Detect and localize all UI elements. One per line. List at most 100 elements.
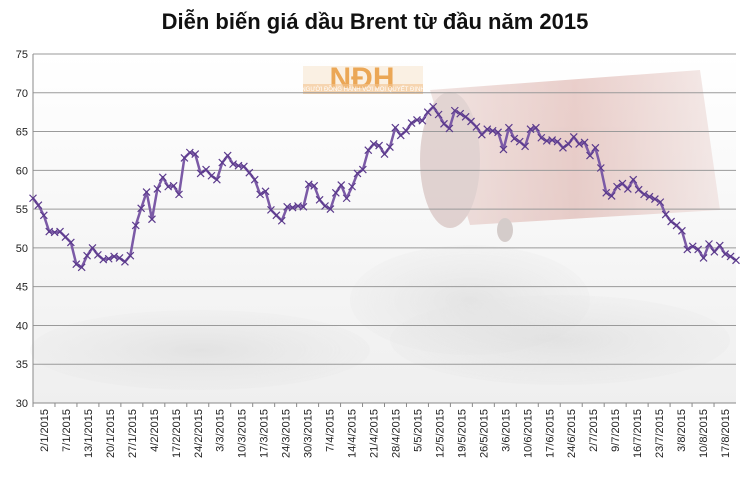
y-tick-label: 70 [16,88,28,100]
data-point-marker [115,254,124,262]
data-point-marker [331,188,340,197]
data-point-marker [559,143,567,152]
data-point-marker [131,221,140,230]
data-point-marker [688,242,697,251]
x-tick-label: 24/2/2015 [193,409,205,458]
data-point-marker [250,175,259,184]
data-point-marker [521,142,530,151]
data-point-marker [569,133,578,141]
x-tick-label: 10/6/2015 [522,409,534,458]
data-point-marker [407,119,416,127]
data-point-marker [445,124,454,133]
data-point-marker [342,194,351,203]
data-point-marker [29,194,37,203]
data-point-marker [726,252,735,261]
series-brent-price [29,102,740,272]
data-point-marker [705,240,713,248]
data-point-marker [661,210,670,219]
x-tick-label: 13/1/2015 [83,409,95,458]
data-point-marker [531,123,540,132]
data-point-marker [640,190,648,199]
data-point-marker [191,150,200,158]
x-tick-label: 5/5/2015 [412,409,424,452]
x-tick-label: 27/1/2015 [127,409,139,458]
data-point-marker [158,173,167,182]
data-point-marker [353,169,362,178]
data-point-marker [607,192,616,200]
data-point-marker [564,140,573,148]
data-point-marker [667,217,676,226]
data-point-marker [602,188,611,197]
y-tick-label: 40 [16,320,28,332]
x-tick-label: 23/7/2015 [654,409,666,458]
x-tick-label: 26/5/2015 [478,409,490,458]
data-point-marker [385,143,394,151]
data-point-marker [72,260,81,269]
x-tick-label: 16/7/2015 [632,409,644,458]
data-point-marker [596,164,605,172]
data-point-marker [494,128,502,137]
data-point-marker [218,158,227,167]
x-axis: 2/1/2015 7/1/2015 13/1/2015 20/1/2015 27/1/2… [32,403,732,458]
x-tick-label: 20/1/2015 [105,409,117,458]
x-tick-label: 17/2/2015 [171,409,183,458]
x-tick-label: 28/4/2015 [390,409,402,458]
x-tick-label: 3/3/2015 [215,409,227,452]
y-tick-label: 45 [16,282,28,294]
x-tick-label: 19/5/2015 [456,409,468,458]
svg-text:NĐH: NĐH [330,62,395,95]
data-point-marker [645,192,654,201]
x-tick-label: 24/3/2015 [281,409,293,458]
data-point-marker [623,185,632,193]
data-point-marker [77,263,86,272]
data-point-marker [126,251,135,260]
data-point-marker [358,165,367,174]
x-tick-label: 7/4/2015 [325,409,337,452]
data-point-marker [380,150,389,158]
data-point-marker [142,188,151,196]
data-point-marker [223,151,232,160]
data-point-marker [277,216,286,225]
data-point-marker [310,181,319,190]
data-point-marker [391,123,400,132]
data-point-marker [137,204,146,213]
y-tick-label: 60 [16,165,28,177]
x-tick-label: 14/4/2015 [347,409,359,458]
data-point-marker [348,182,356,191]
data-point-marker [586,151,594,160]
x-tick-label: 3/6/2015 [500,409,512,452]
data-point-marker [245,168,254,177]
data-point-marker [715,241,724,250]
data-point-marker [650,195,659,203]
data-point-marker [580,138,589,147]
x-tick-label: 10/8/2015 [698,409,710,458]
y-tick-label: 55 [16,204,28,216]
data-point-marker [148,215,156,224]
x-tick-label: 4/2/2015 [149,409,161,452]
x-tick-label: 17/8/2015 [720,409,732,458]
data-point-marker [326,205,335,214]
data-point-marker [591,143,600,152]
data-point-marker [337,181,346,189]
data-point-marker [510,134,519,143]
data-point-marker [153,185,162,193]
data-point-marker [321,202,329,210]
data-point-marker [212,175,221,184]
chart-title: Diễn biến giá dầu Brent từ đầu năm 2015 [162,9,589,34]
data-point-marker [175,190,183,199]
data-point-marker [196,169,205,178]
data-point-marker [34,201,43,210]
data-point-marker [104,254,113,263]
data-point-marker [499,145,508,154]
data-point-marker [613,182,621,191]
data-point-marker [418,116,427,125]
x-tick-label: 30/3/2015 [303,409,315,458]
x-tick-label: 9/7/2015 [610,409,622,452]
data-point-marker [699,254,708,262]
x-tick-label: 2/7/2015 [588,409,600,452]
y-tick-label: 75 [16,49,28,61]
x-tick-label: 12/5/2015 [434,409,446,458]
data-point-marker [83,251,92,260]
